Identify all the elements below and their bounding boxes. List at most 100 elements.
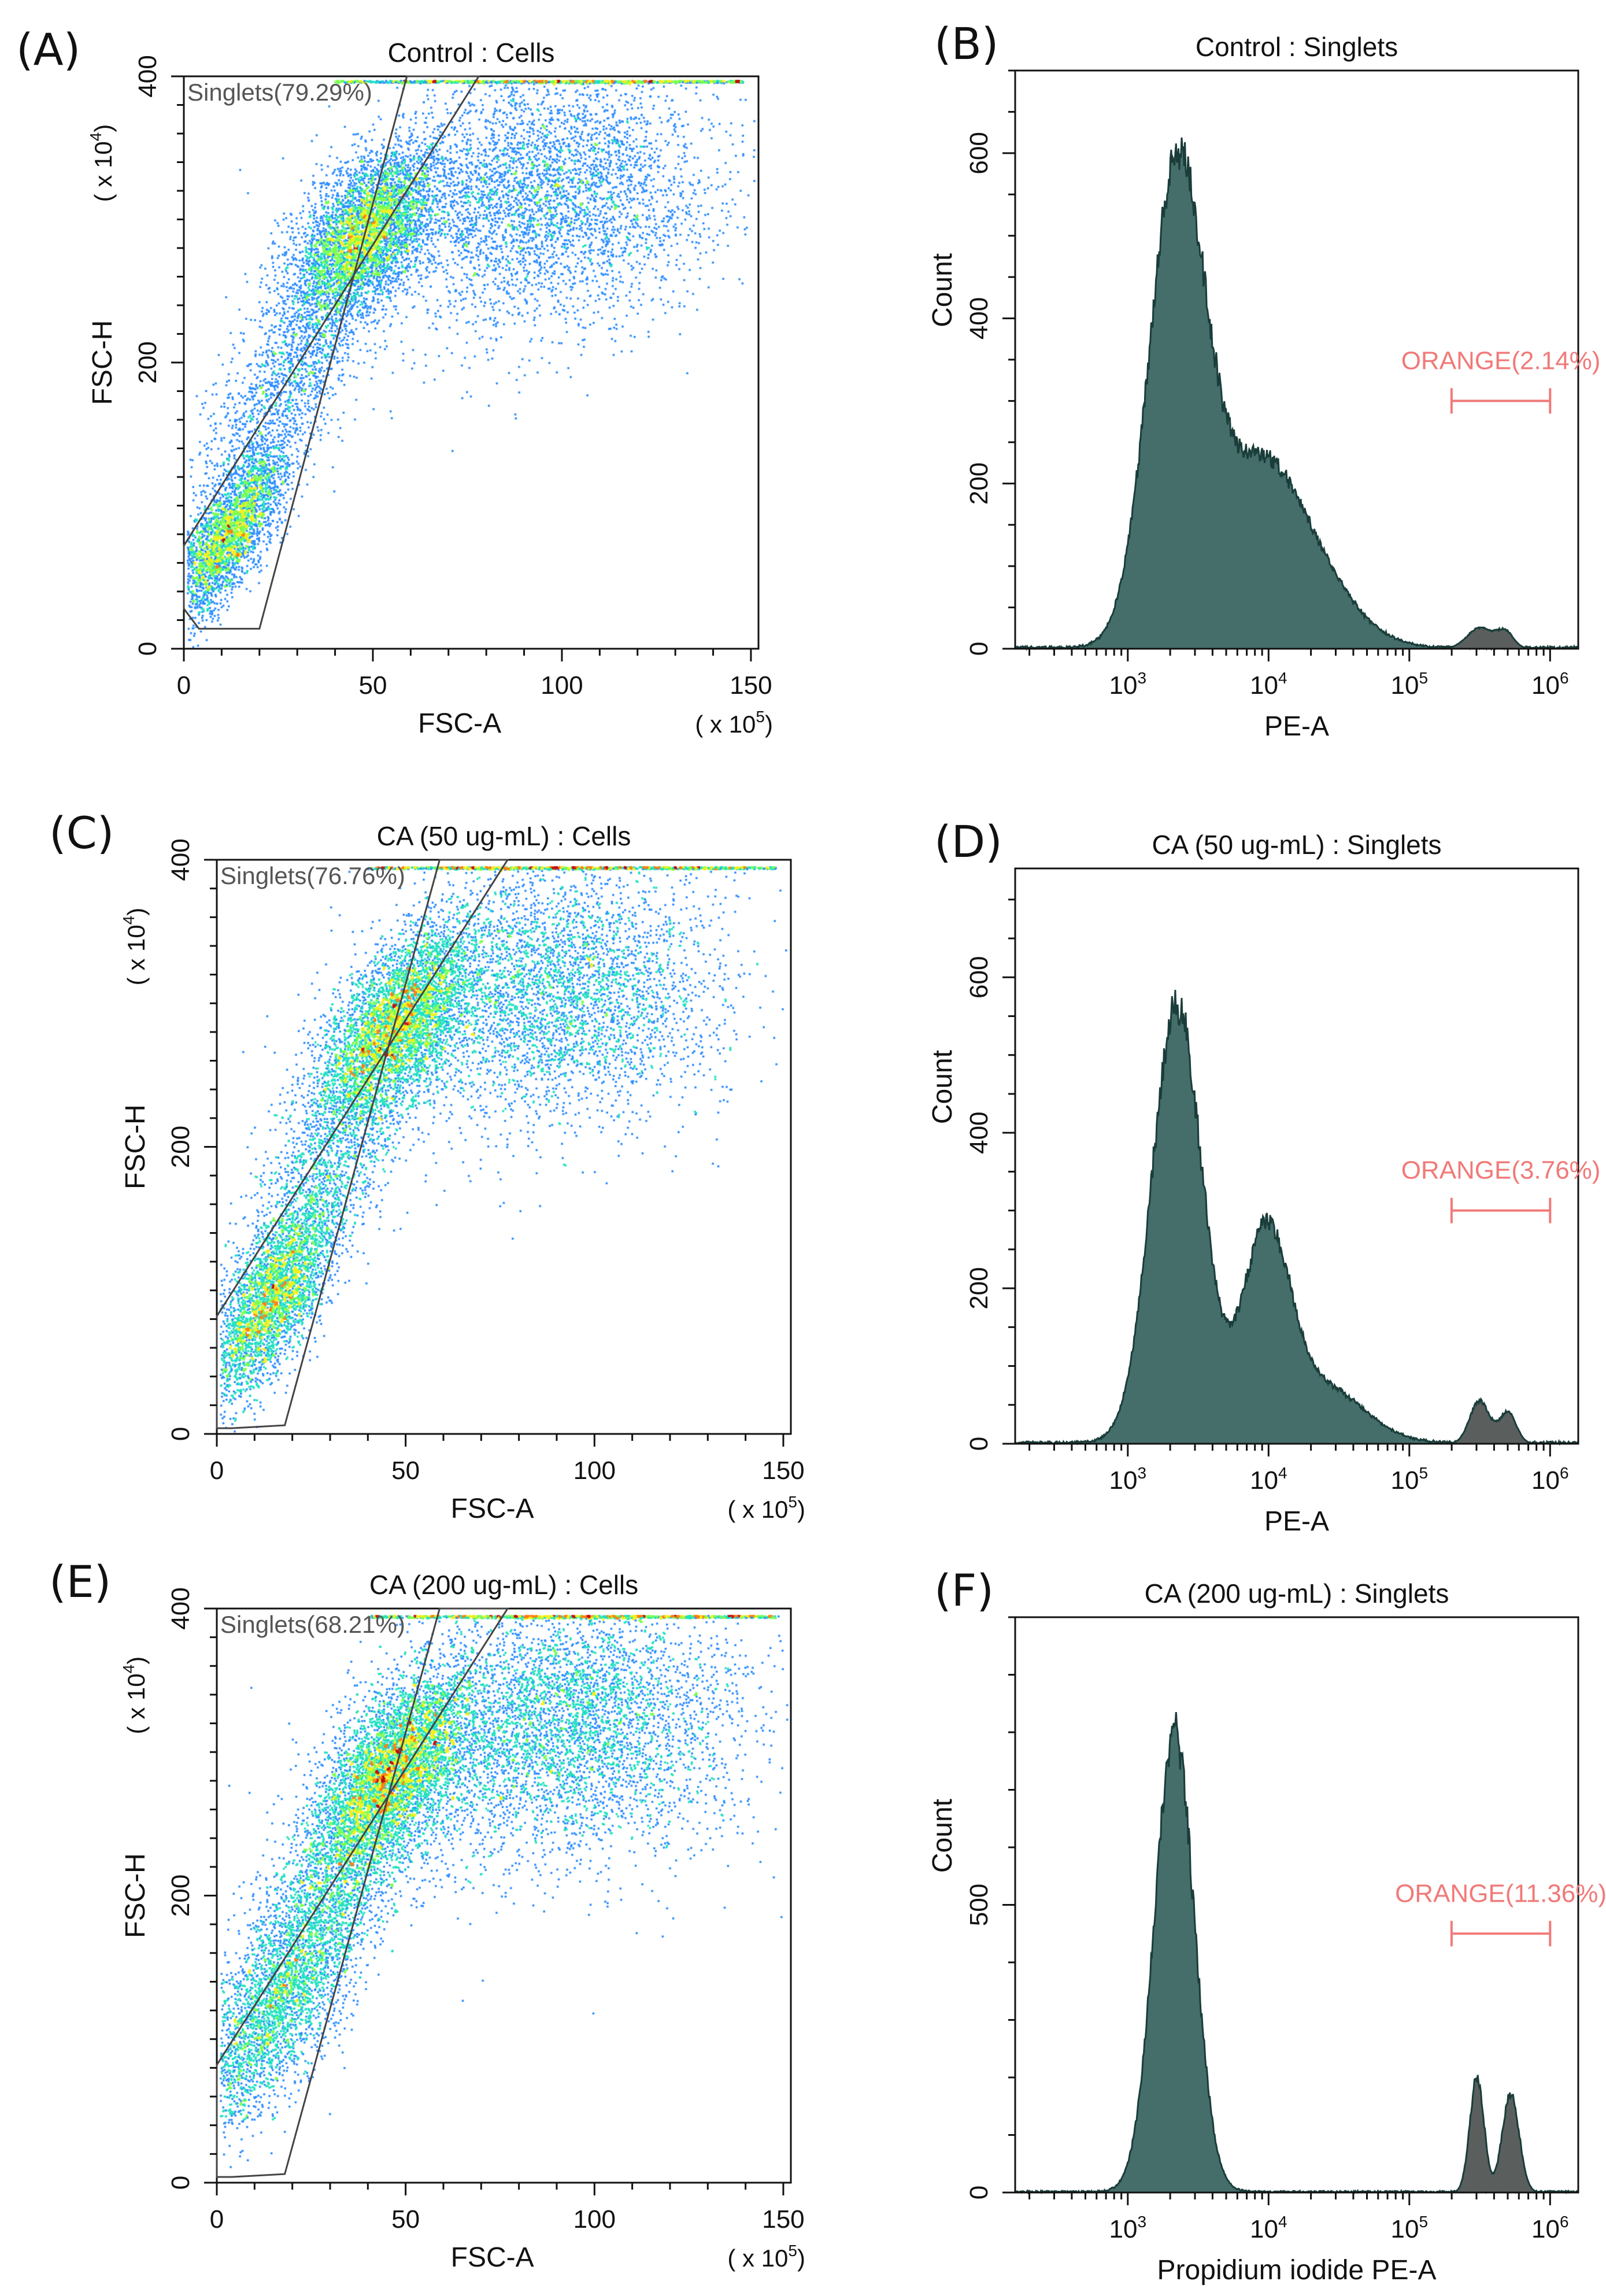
x-tick-label: 50 xyxy=(358,671,387,700)
panel-label: (F) xyxy=(934,1565,994,1616)
y-tick-label: 400 xyxy=(166,1587,195,1629)
y-multiplier: ( x 104) xyxy=(120,908,150,986)
x-tick-label: 104 xyxy=(1250,1464,1287,1495)
x-tick-label: 104 xyxy=(1250,669,1287,700)
histogram-main-population xyxy=(1014,989,1579,1446)
y-tick-label: 200 xyxy=(166,1126,195,1168)
x-tick-label: 106 xyxy=(1531,2213,1569,2243)
y-tick-label: 0 xyxy=(134,642,162,656)
y-multiplier-close: ) xyxy=(90,124,117,132)
x-tick-label: 105 xyxy=(1391,2213,1429,2243)
y-multiplier: ( x 104) xyxy=(87,124,117,202)
x-multiplier-close: ) xyxy=(765,711,773,738)
x-tick-label: 150 xyxy=(730,671,772,700)
y-multiplier-base: ( x 10 xyxy=(90,141,117,202)
x-tick-exponent: 4 xyxy=(1278,1464,1287,1482)
y-tick-label: 200 xyxy=(965,1267,993,1309)
panel-label: (E) xyxy=(49,1556,111,1607)
orange-gate-label: ORANGE(2.14%) xyxy=(1401,346,1601,375)
x-tick-exponent: 5 xyxy=(1419,1464,1428,1482)
x-tick-base: 10 xyxy=(1250,1466,1278,1495)
y-axis-label: Count xyxy=(927,1050,958,1124)
y-tick-label: 0 xyxy=(166,1427,195,1441)
x-multiplier-base: ( x 10 xyxy=(695,711,756,738)
x-tick-label: 103 xyxy=(1109,1464,1147,1495)
histogram-main-population xyxy=(1014,137,1579,651)
x-tick-exponent: 3 xyxy=(1137,2213,1146,2231)
x-tick-label: 100 xyxy=(573,2205,616,2234)
scatter-points xyxy=(217,1609,791,2183)
x-tick-base: 10 xyxy=(1531,2215,1560,2243)
x-tick-label: 100 xyxy=(573,1456,616,1485)
x-multiplier-base: ( x 10 xyxy=(727,1496,788,1523)
y-tick-label: 600 xyxy=(965,956,993,999)
x-tick-exponent: 5 xyxy=(1419,2213,1428,2231)
orange-gate-label: ORANGE(3.76%) xyxy=(1401,1156,1601,1185)
x-tick-base: 10 xyxy=(1250,2215,1278,2243)
panel-title: Control : Singlets xyxy=(1196,32,1398,62)
y-tick-label: 200 xyxy=(166,1874,195,1917)
y-tick-label: 200 xyxy=(134,341,162,383)
x-multiplier: ( x 105) xyxy=(695,708,773,738)
x-tick-label: 0 xyxy=(177,671,191,700)
x-tick-label: 150 xyxy=(762,1456,804,1485)
x-tick-exponent: 6 xyxy=(1560,669,1569,687)
x-tick-base: 10 xyxy=(1531,671,1560,700)
x-tick-label: 50 xyxy=(391,2205,420,2234)
y-tick-label: 600 xyxy=(965,132,993,174)
x-axis-label: PE-A xyxy=(1264,1506,1329,1537)
panel-title: CA (50 ug-mL) : Singlets xyxy=(1152,830,1441,860)
x-tick-base: 10 xyxy=(1109,2215,1138,2243)
y-tick-label: 500 xyxy=(965,1884,993,1926)
panel-label: (D) xyxy=(934,816,1002,867)
x-tick-exponent: 6 xyxy=(1560,2213,1569,2231)
panel-title: CA (200 ug-mL) : Cells xyxy=(369,1570,638,1600)
y-multiplier-base: ( x 10 xyxy=(123,1673,150,1734)
x-tick-base: 10 xyxy=(1109,1466,1138,1495)
panel-title: Control : Cells xyxy=(388,38,555,68)
x-tick-label: 105 xyxy=(1391,1464,1429,1495)
x-multiplier: ( x 105) xyxy=(727,1493,805,1523)
x-tick-exponent: 4 xyxy=(1278,2213,1287,2231)
y-tick-label: 0 xyxy=(166,2176,195,2190)
x-tick-label: 103 xyxy=(1109,669,1147,700)
y-tick-label: 200 xyxy=(965,463,993,505)
x-tick-base: 10 xyxy=(1391,671,1419,700)
histogram-main-population xyxy=(1014,1712,1579,2195)
singlets-gate xyxy=(183,75,480,630)
x-axis-label: Propidium iodide PE-A xyxy=(1157,2255,1437,2286)
x-multiplier-base: ( x 10 xyxy=(727,2245,788,2272)
y-multiplier-base: ( x 10 xyxy=(123,925,150,985)
x-tick-exponent: 3 xyxy=(1137,669,1146,687)
x-axis-label: PE-A xyxy=(1264,711,1329,742)
y-axis-label: FSC-H xyxy=(120,1104,151,1189)
x-tick-label: 106 xyxy=(1531,1464,1569,1495)
x-tick-base: 10 xyxy=(1531,1466,1560,1495)
x-multiplier-exponent: 5 xyxy=(756,708,765,726)
panel-title: CA (50 ug-mL) : Cells xyxy=(377,821,631,851)
x-tick-exponent: 4 xyxy=(1278,669,1287,687)
y-tick-label: 400 xyxy=(965,1111,993,1153)
y-tick-label: 0 xyxy=(965,642,993,656)
histogram-gated-population xyxy=(1437,626,1544,650)
x-tick-base: 10 xyxy=(1109,671,1138,700)
y-axis-label: FSC-H xyxy=(120,1853,151,1938)
histogram-gated-population xyxy=(1437,2075,1544,2194)
x-tick-label: 100 xyxy=(541,671,583,700)
x-multiplier-exponent: 5 xyxy=(788,1493,797,1511)
singlets-gate xyxy=(216,1607,509,2178)
y-tick-label: 0 xyxy=(965,2186,993,2199)
x-tick-base: 10 xyxy=(1391,2215,1419,2243)
y-multiplier-close: ) xyxy=(123,908,150,916)
histogram-gated-population xyxy=(1437,1397,1544,1445)
x-tick-label: 103 xyxy=(1109,2213,1147,2243)
y-multiplier-exponent: 4 xyxy=(120,1665,138,1674)
y-axis-label: FSC-H xyxy=(87,320,118,405)
panel-3: (C) CA (50 ug-mL) : Cells Singlets(76.76%)… xyxy=(49,807,805,1524)
panel-6: (F) CA (200 ug-mL) : Singlets ORANGE(11.36… xyxy=(927,1565,1606,2286)
x-multiplier: ( x 105) xyxy=(727,2242,805,2272)
x-tick-exponent: 6 xyxy=(1560,1464,1569,1482)
y-tick-label: 0 xyxy=(965,1437,993,1451)
